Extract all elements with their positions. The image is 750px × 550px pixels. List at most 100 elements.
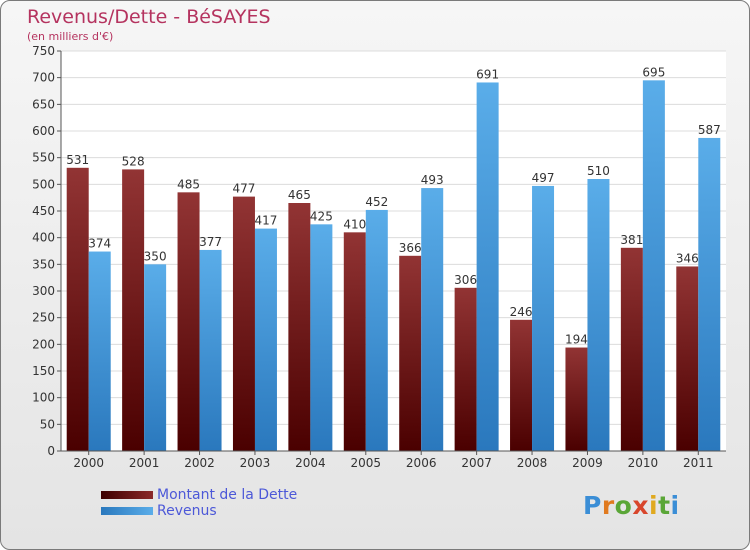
- x-axis-ticks: 2000 2001 2002 2003 2004 2005 2006 2007 2008 2009…: [73, 451, 714, 470]
- data-label-dette: 381: [620, 233, 643, 247]
- x-tick-label: 2004: [295, 456, 326, 470]
- logo-letter: t: [658, 491, 671, 520]
- legend-label-revenus: Revenus: [157, 503, 217, 519]
- bar-revenus: [199, 249, 222, 451]
- logo-letter: o: [614, 491, 633, 520]
- x-tick-label: 2009: [572, 456, 603, 470]
- y-tick-label: 200: [32, 337, 55, 351]
- data-label-revenus: 691: [476, 67, 499, 81]
- bar-dette: [343, 232, 366, 451]
- data-label-revenus: 493: [421, 173, 444, 187]
- data-label-dette: 477: [233, 182, 256, 196]
- logo-letter: x: [632, 491, 649, 520]
- data-label-dette: 194: [565, 333, 588, 347]
- data-label-revenus: 510: [587, 164, 610, 178]
- y-tick-label: 650: [32, 97, 55, 111]
- x-tick-label: 2008: [517, 456, 548, 470]
- data-label-revenus: 587: [698, 123, 721, 137]
- bar-revenus: [88, 251, 111, 451]
- data-label-dette: 410: [343, 217, 366, 231]
- y-tick-label: 350: [32, 257, 55, 271]
- data-label-revenus: 374: [88, 237, 111, 251]
- data-label-dette: 306: [454, 273, 477, 287]
- legend-label-dette: Montant de la Dette: [157, 487, 298, 503]
- data-label-revenus: 377: [199, 235, 222, 249]
- data-label-revenus: 497: [532, 171, 555, 185]
- legend-swatch-dette: [101, 491, 153, 499]
- bar-revenus: [365, 209, 388, 451]
- y-tick-label: 250: [32, 311, 55, 325]
- logo-letter: i: [670, 491, 680, 520]
- bar-dette: [66, 167, 89, 452]
- y-axis-ticks: 0 50 100 150 200 250 300 350 400 450 500 550 600 650 7…: [32, 44, 61, 458]
- chart-subtitle: (en milliers d'€): [27, 30, 114, 43]
- x-tick-label: 2000: [73, 456, 104, 470]
- bar-revenus: [587, 179, 610, 451]
- y-tick-label: 750: [32, 44, 55, 58]
- bar-dette: [177, 192, 200, 452]
- x-tick-label: 2002: [184, 456, 215, 470]
- x-tick-label: 2003: [240, 456, 271, 470]
- data-label-dette: 346: [676, 251, 699, 265]
- plot-area: [61, 51, 726, 451]
- bar-dette: [676, 266, 699, 451]
- bar-dette: [122, 169, 145, 451]
- logo-letter: i: [649, 491, 659, 520]
- x-tick-label: 2005: [351, 456, 382, 470]
- y-tick-label: 500: [32, 177, 55, 191]
- y-tick-label: 400: [32, 231, 55, 245]
- data-label-revenus: 452: [365, 195, 388, 209]
- bar-dette: [399, 255, 422, 451]
- bar-dette: [232, 196, 255, 451]
- x-tick-label: 2006: [406, 456, 437, 470]
- chart-title: Revenus/Dette - BéSAYES: [27, 6, 271, 28]
- bar-revenus: [144, 264, 167, 451]
- bar-revenus: [254, 228, 277, 451]
- logo-letter: P: [583, 491, 602, 520]
- data-label-revenus: 425: [310, 209, 333, 223]
- data-label-dette: 465: [288, 188, 311, 202]
- data-label-dette: 531: [66, 153, 89, 167]
- data-label-revenus: 350: [144, 249, 167, 263]
- data-label-dette: 246: [510, 305, 533, 319]
- data-label-dette: 366: [399, 241, 422, 255]
- proxiti-logo: Proxiti: [583, 491, 680, 520]
- bar-revenus: [642, 80, 665, 451]
- data-label-dette: 485: [177, 177, 200, 191]
- grid-lines: [61, 50, 726, 452]
- y-tick-label: 450: [32, 204, 55, 218]
- x-tick-label: 2007: [461, 456, 492, 470]
- legend-item-revenus: Revenus: [101, 503, 297, 519]
- y-tick-label: 50: [40, 417, 55, 431]
- bars: [66, 80, 721, 452]
- bar-dette: [454, 287, 477, 451]
- logo-letter: r: [601, 491, 615, 520]
- y-tick-label: 550: [32, 151, 55, 165]
- data-label-revenus: 417: [255, 214, 278, 228]
- bar-dette: [510, 319, 533, 451]
- y-tick-label: 100: [32, 391, 55, 405]
- bar-revenus: [421, 188, 444, 452]
- data-label-dette: 528: [122, 154, 145, 168]
- bar-dette: [565, 347, 588, 451]
- bar-dette: [288, 203, 311, 451]
- data-labels: 531 374 528 350 485 377 477 417 465 425 410 452 366 4…: [66, 65, 720, 346]
- y-tick-label: 300: [32, 284, 55, 298]
- bar-revenus: [698, 137, 721, 451]
- bar-revenus: [532, 185, 555, 451]
- y-tick-label: 0: [47, 444, 55, 458]
- x-tick-label: 2011: [683, 456, 714, 470]
- x-tick-label: 2010: [628, 456, 659, 470]
- bar-dette: [620, 247, 643, 451]
- y-tick-label: 150: [32, 364, 55, 378]
- y-tick-label: 700: [32, 71, 55, 85]
- bar-revenus: [476, 82, 499, 451]
- data-label-revenus: 695: [642, 65, 665, 79]
- legend: Montant de la Dette Revenus: [101, 487, 297, 519]
- x-tick-label: 2001: [129, 456, 160, 470]
- axes: [60, 51, 726, 452]
- y-tick-label: 600: [32, 124, 55, 138]
- bar-revenus: [310, 224, 333, 451]
